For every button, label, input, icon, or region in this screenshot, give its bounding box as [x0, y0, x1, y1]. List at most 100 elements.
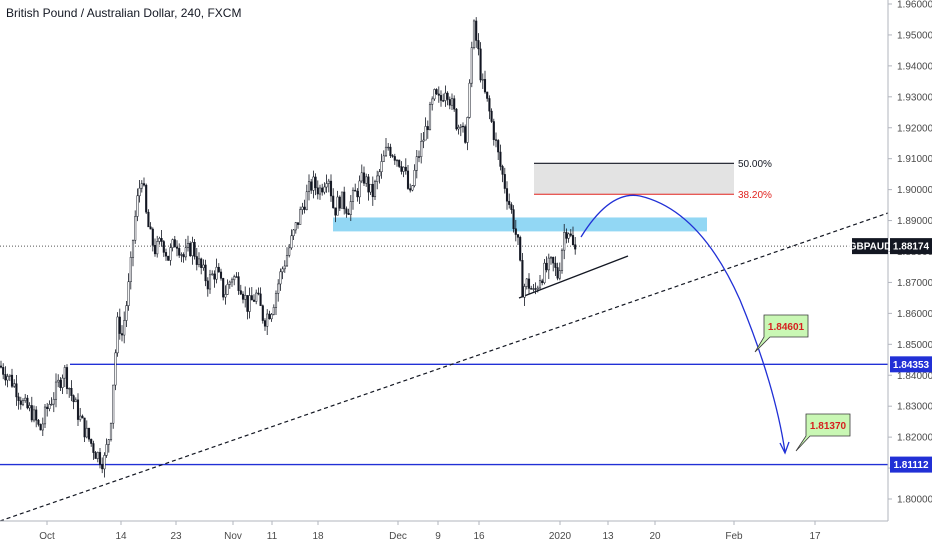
candle-body	[153, 245, 157, 255]
candle-body	[173, 239, 176, 248]
candle-body	[101, 464, 104, 470]
candle-body	[332, 195, 335, 209]
x-tick-label: 20	[649, 531, 661, 542]
candle-body	[257, 292, 260, 295]
candle-body	[244, 295, 247, 300]
candle-body	[404, 166, 407, 172]
target-callout-2-label: 1.81370	[810, 421, 847, 432]
candle-body	[365, 176, 368, 184]
candle-body	[193, 241, 196, 257]
candle-body	[499, 151, 502, 167]
candle-body	[107, 439, 110, 445]
fib-50-label: 50.00%	[738, 159, 772, 170]
x-tick-label: 23	[170, 531, 182, 542]
candle-body	[19, 400, 22, 405]
candle-body	[455, 108, 458, 130]
candle-body	[358, 180, 361, 198]
candle-body	[393, 156, 396, 161]
candle-body	[76, 399, 80, 420]
candle-body	[250, 295, 253, 301]
candle-body	[446, 92, 449, 100]
candle-body	[204, 264, 207, 282]
candle-body	[314, 176, 317, 189]
candle-body	[384, 146, 388, 157]
candle-body	[261, 305, 264, 321]
candle-body	[527, 278, 531, 289]
candle-body	[417, 156, 421, 158]
candle-body	[523, 286, 526, 298]
candle-body	[424, 126, 427, 141]
candle-body	[120, 333, 124, 336]
candle-body	[371, 183, 374, 198]
y-tick-label: 1.96000	[897, 0, 932, 11]
candle-body	[46, 406, 49, 409]
candle-body	[21, 400, 25, 405]
candle-body	[57, 379, 60, 383]
y-tick-label: 1.90000	[897, 185, 932, 196]
candle-body	[303, 206, 306, 210]
candle-body	[37, 419, 40, 425]
candle-body	[530, 288, 533, 290]
candle-body	[226, 284, 229, 295]
projection-arrowhead	[779, 441, 790, 455]
candle-body	[556, 267, 559, 279]
fibonacci-levels: 50.00% 38.20%	[534, 159, 772, 201]
candle-body	[131, 239, 135, 258]
candle-body	[563, 232, 566, 251]
candle-body	[147, 211, 150, 228]
horizontal-levels	[0, 245, 888, 466]
candle-body	[222, 278, 225, 298]
candle-body	[217, 266, 220, 273]
candle-body	[382, 155, 385, 162]
candle-body	[283, 265, 286, 270]
candle-body	[184, 247, 187, 258]
x-tick-label: 16	[473, 531, 485, 542]
candle-body	[543, 262, 546, 284]
candle-body	[362, 172, 366, 184]
candle-body	[116, 316, 119, 354]
y-tick-label: 1.86000	[897, 309, 932, 320]
candle-body	[294, 222, 297, 231]
candle-body	[459, 125, 462, 128]
candle-body	[160, 238, 163, 242]
candle-body	[428, 104, 432, 131]
candle-body	[442, 100, 445, 102]
candle-body	[87, 427, 91, 440]
candle-body	[156, 241, 159, 255]
candle-body	[92, 443, 95, 453]
y-tick-label: 1.91000	[897, 154, 932, 165]
candle-body	[488, 98, 491, 112]
candle-body	[380, 161, 383, 173]
candle-body	[136, 195, 139, 217]
candle-body	[510, 204, 513, 210]
candle-body	[567, 233, 570, 239]
candle-body	[63, 367, 66, 379]
candle-body	[536, 287, 539, 290]
candle-body	[490, 110, 493, 122]
candle-body	[389, 146, 392, 156]
candle-body	[94, 452, 97, 459]
candle-body	[347, 213, 350, 215]
candle-body	[349, 201, 352, 215]
candle-body	[79, 415, 82, 420]
candle-body	[281, 268, 284, 273]
candle-body	[43, 406, 47, 425]
y-tick-label: 1.93000	[897, 92, 932, 103]
candle-body	[52, 398, 55, 405]
x-tick-label: Dec	[389, 531, 407, 542]
candle-body	[340, 191, 344, 209]
x-tick-label: Nov	[224, 531, 242, 542]
candle-body	[569, 233, 572, 236]
candle-body	[538, 280, 542, 289]
candle-body	[145, 184, 148, 213]
candle-body	[549, 256, 553, 259]
candle-body	[191, 241, 194, 257]
y-tick-label: 1.83000	[897, 402, 932, 413]
candle-body	[118, 316, 121, 334]
candle-body	[30, 405, 33, 421]
candle-body	[2, 367, 5, 375]
candle-body	[505, 188, 509, 202]
candle-body	[323, 186, 326, 193]
projection-arrow	[580, 194, 790, 455]
